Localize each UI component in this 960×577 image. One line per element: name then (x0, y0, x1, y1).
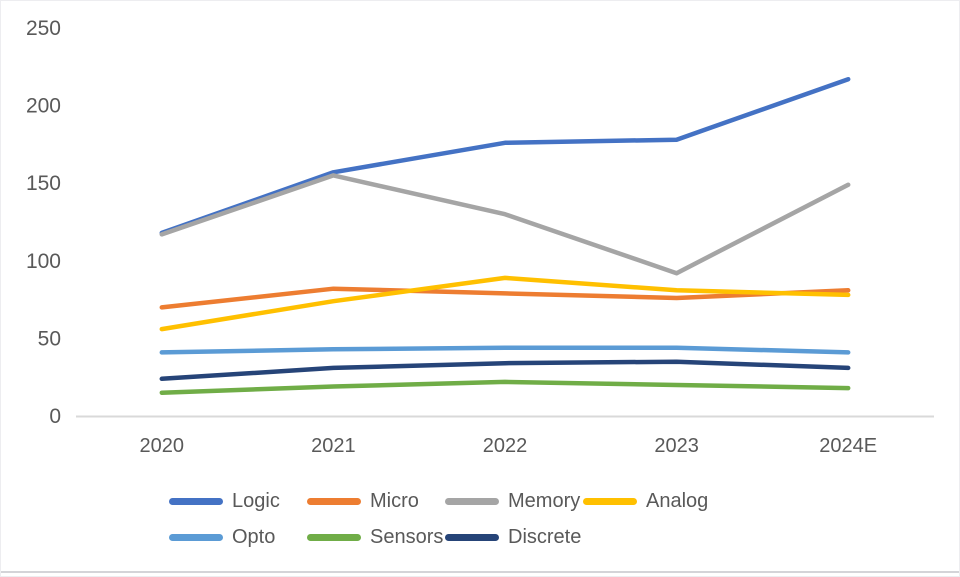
series-line-opto (159, 345, 851, 355)
legend-item-micro: Micro (307, 490, 445, 512)
x-axis-label: 2023 (654, 435, 699, 457)
legend-swatch-logic (169, 497, 223, 505)
series-line-analog (159, 275, 851, 332)
legend-swatch-analog (583, 497, 637, 505)
legend-label: Memory (508, 490, 581, 512)
legend-label: Sensors (370, 526, 444, 548)
legend-swatch-discrete (445, 533, 499, 541)
line-chart: 0 50 100 150 200 250 2020 2021 2022 2023 2024E (26, 17, 934, 457)
y-axis-tick-label: 50 (38, 327, 61, 350)
legend-label: Discrete (508, 526, 582, 548)
legend-item-opto: Opto (169, 526, 307, 548)
legend-swatch-micro (307, 497, 361, 505)
x-axis-label: 2021 (311, 435, 356, 457)
legend-row: Opto Sensors Discrete (169, 526, 721, 548)
series-line-sensors (159, 379, 851, 395)
legend-label: Micro (370, 490, 419, 512)
y-axis-tick-label: 200 (26, 95, 61, 118)
legend-row: Logic Micro Memory Analog (169, 490, 721, 512)
legend-item-analog: Analog (583, 490, 721, 512)
x-axis-label: 2024E (819, 435, 877, 457)
series-line-micro (159, 286, 851, 310)
legend-swatch-sensors (307, 533, 361, 541)
y-axis-tick-label: 250 (26, 17, 61, 40)
legend-label: Analog (646, 490, 709, 512)
page-bottom-divider (1, 571, 959, 573)
legend-swatch-memory (445, 497, 499, 505)
series-line-discrete (159, 359, 851, 382)
series-line-memory (159, 173, 851, 276)
series-line-logic (159, 76, 851, 236)
x-axis-label: 2020 (140, 435, 185, 457)
legend-label: Opto (232, 526, 276, 548)
legend-item-logic: Logic (169, 490, 307, 512)
legend-item-sensors: Sensors (307, 526, 445, 548)
x-axis-label: 2022 (483, 435, 528, 457)
y-axis-tick-label: 150 (26, 172, 61, 195)
chart-legend: Logic Micro Memory Analog Opto Sensors Discret… (169, 490, 721, 562)
legend-item-discrete: Discrete (445, 526, 583, 548)
legend-label: Logic (232, 490, 280, 512)
y-axis-tick-label: 0 (49, 405, 61, 428)
legend-swatch-opto (169, 533, 223, 541)
y-axis-tick-label: 100 (26, 250, 61, 273)
legend-item-memory: Memory (445, 490, 583, 512)
